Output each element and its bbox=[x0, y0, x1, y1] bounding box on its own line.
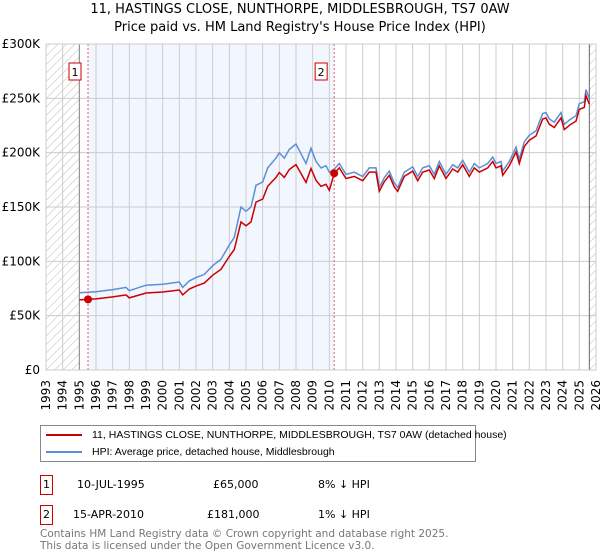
x-tick-label: 2003 bbox=[206, 380, 220, 411]
y-tick-label: £150K bbox=[2, 200, 42, 214]
sale-date: 15-APR-2010 bbox=[73, 508, 145, 521]
x-tick-label: 2002 bbox=[189, 380, 203, 411]
footer: Contains HM Land Registry data © Crown c… bbox=[40, 528, 448, 552]
chart-title: 11, HASTINGS CLOSE, NUNTHORPE, MIDDLESBR… bbox=[90, 2, 510, 17]
price-chart: 1993 1994 1995 1996 1997 1998 1999 2000 2001 2002… bbox=[2, 37, 600, 411]
sale-point bbox=[330, 169, 339, 178]
x-tick-label: 1996 bbox=[89, 380, 103, 411]
x-tick-label: 2008 bbox=[289, 380, 303, 411]
sale-label: 2 bbox=[318, 66, 325, 79]
x-tick-label: 2024 bbox=[556, 380, 570, 411]
x-tick-label: 2004 bbox=[222, 380, 236, 411]
legend: 11, HASTINGS CLOSE, NUNTHORPE, MIDDLESBR… bbox=[40, 425, 507, 462]
x-tick-label: 2021 bbox=[506, 380, 520, 411]
x-tick-label: 2025 bbox=[572, 380, 586, 411]
footer-line-1: Contains HM Land Registry data © Crown c… bbox=[40, 528, 449, 540]
sale-row-2: 2 15-APR-2010 £181,000 1% ↓ HPI bbox=[40, 505, 540, 525]
x-tick-label: 2014 bbox=[389, 380, 403, 411]
x-tick-label: 2010 bbox=[322, 380, 336, 411]
x-tick-label: 2026 bbox=[589, 380, 600, 411]
sale-label-box bbox=[68, 62, 82, 81]
x-tick-label: 1994 bbox=[56, 380, 70, 411]
x-tick-label: 2012 bbox=[356, 380, 370, 411]
sale-point bbox=[84, 295, 92, 304]
x-tick-label: 1995 bbox=[72, 380, 86, 411]
x-tick-label: 2007 bbox=[272, 380, 286, 411]
x-tick-label: 2023 bbox=[539, 380, 553, 411]
x-tick-label: 1999 bbox=[139, 380, 153, 411]
legend-swatch-blue bbox=[46, 451, 82, 453]
legend-label-hpi: HPI: Average price, detached house, Midd… bbox=[92, 446, 335, 458]
x-tick-label: 2000 bbox=[156, 380, 170, 411]
sale-price: £181,000 bbox=[207, 508, 260, 521]
x-tick-label: 2018 bbox=[456, 380, 470, 411]
sale-label: 1 bbox=[72, 66, 79, 79]
x-tick-label: 2017 bbox=[439, 380, 453, 411]
sale-hpi-diff: 1% ↓ HPI bbox=[318, 508, 370, 521]
sale-hpi-diff: 8% ↓ HPI bbox=[318, 478, 370, 491]
x-tick-label: 2011 bbox=[339, 380, 353, 411]
footer-line-2: This data is licensed under the Open Gov… bbox=[40, 540, 375, 552]
x-tick-label: 2016 bbox=[422, 380, 436, 411]
x-tick-label: 2009 bbox=[306, 380, 320, 411]
y-tick-label: £100K bbox=[2, 254, 42, 268]
plot-border bbox=[45, 43, 597, 371]
sale-date: 10-JUL-1995 bbox=[77, 478, 145, 491]
chart-subtitle: Price paid vs. HM Land Registry's House … bbox=[114, 20, 486, 35]
x-tick-label: 2020 bbox=[489, 380, 503, 411]
x-tick-label: 2001 bbox=[172, 380, 186, 411]
x-tick-label: 1998 bbox=[122, 380, 136, 411]
x-tick-label: 1993 bbox=[39, 380, 53, 411]
y-tick-label: £50K bbox=[9, 309, 41, 323]
legend-swatch-red bbox=[46, 434, 82, 436]
x-tick-label: 2006 bbox=[256, 380, 270, 411]
y-tick-label: £0 bbox=[25, 363, 40, 377]
sale-label-box bbox=[314, 62, 328, 81]
y-tick-label: £250K bbox=[2, 91, 42, 105]
property-price-line bbox=[79, 92, 590, 301]
legend-item-hpi: HPI: Average price, detached house, Midd… bbox=[41, 444, 335, 460]
x-tick-label: 2005 bbox=[239, 380, 253, 411]
x-tick-label: 2019 bbox=[472, 380, 486, 411]
sale-id-badge: 1 bbox=[40, 475, 53, 495]
x-tick-label: 1997 bbox=[106, 380, 120, 411]
sale-id-badge: 2 bbox=[40, 505, 53, 525]
legend-label-property: 11, HASTINGS CLOSE, NUNTHORPE, MIDDLESBR… bbox=[92, 429, 507, 441]
x-tick-label: 2022 bbox=[522, 380, 536, 411]
legend-item-property: 11, HASTINGS CLOSE, NUNTHORPE, MIDDLESBR… bbox=[41, 427, 507, 443]
sale-price: £65,000 bbox=[213, 478, 259, 491]
x-tick-label: 2015 bbox=[406, 380, 420, 411]
x-tick-label: 2013 bbox=[372, 380, 386, 411]
sale-row-1: 1 10-JUL-1995 £65,000 8% ↓ HPI bbox=[40, 475, 540, 495]
y-tick-label: £300K bbox=[2, 37, 42, 51]
y-tick-label: £200K bbox=[2, 146, 42, 160]
